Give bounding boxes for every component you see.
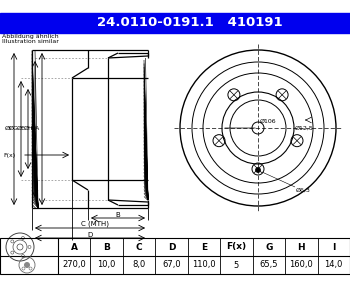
Text: Illustration similar: Illustration similar (2, 39, 59, 44)
Text: ØG: ØG (9, 125, 19, 130)
Text: ØH: ØH (23, 125, 33, 130)
Text: 67,0: 67,0 (162, 260, 181, 269)
Circle shape (24, 262, 30, 268)
Text: I: I (332, 242, 335, 251)
Bar (0, 13, 350, 33)
Text: A: A (71, 242, 78, 251)
Text: 270,0: 270,0 (62, 260, 86, 269)
Text: ØA: ØA (31, 125, 40, 130)
Text: Ø106: Ø106 (260, 119, 276, 124)
Text: D: D (88, 232, 93, 238)
Text: Ø6,3: Ø6,3 (296, 188, 311, 193)
Text: E: E (201, 242, 207, 251)
Text: 14,0: 14,0 (324, 260, 343, 269)
Text: C: C (136, 242, 142, 251)
Text: 5: 5 (234, 260, 239, 269)
Text: 8,0: 8,0 (133, 260, 146, 269)
Text: 65,5: 65,5 (260, 260, 278, 269)
Text: ØE: ØE (17, 125, 26, 130)
Bar (0, 238, 350, 274)
Circle shape (256, 167, 260, 172)
Text: G: G (265, 242, 273, 251)
Text: H: H (298, 242, 305, 251)
Text: C (MTH): C (MTH) (81, 220, 109, 227)
Text: 160,0: 160,0 (289, 260, 313, 269)
Text: 24.0110-0191.1   410191: 24.0110-0191.1 410191 (97, 16, 283, 29)
Text: F(x): F(x) (3, 152, 15, 158)
Text: Abbildung ähnlich: Abbildung ähnlich (2, 34, 59, 39)
Text: Ø12,5: Ø12,5 (295, 126, 314, 131)
Text: ØI: ØI (5, 125, 12, 130)
Text: 10,0: 10,0 (98, 260, 116, 269)
Text: D: D (168, 242, 175, 251)
Text: F(x): F(x) (226, 242, 246, 251)
Text: B: B (103, 242, 110, 251)
Text: 110,0: 110,0 (192, 260, 216, 269)
Text: B: B (116, 212, 120, 218)
